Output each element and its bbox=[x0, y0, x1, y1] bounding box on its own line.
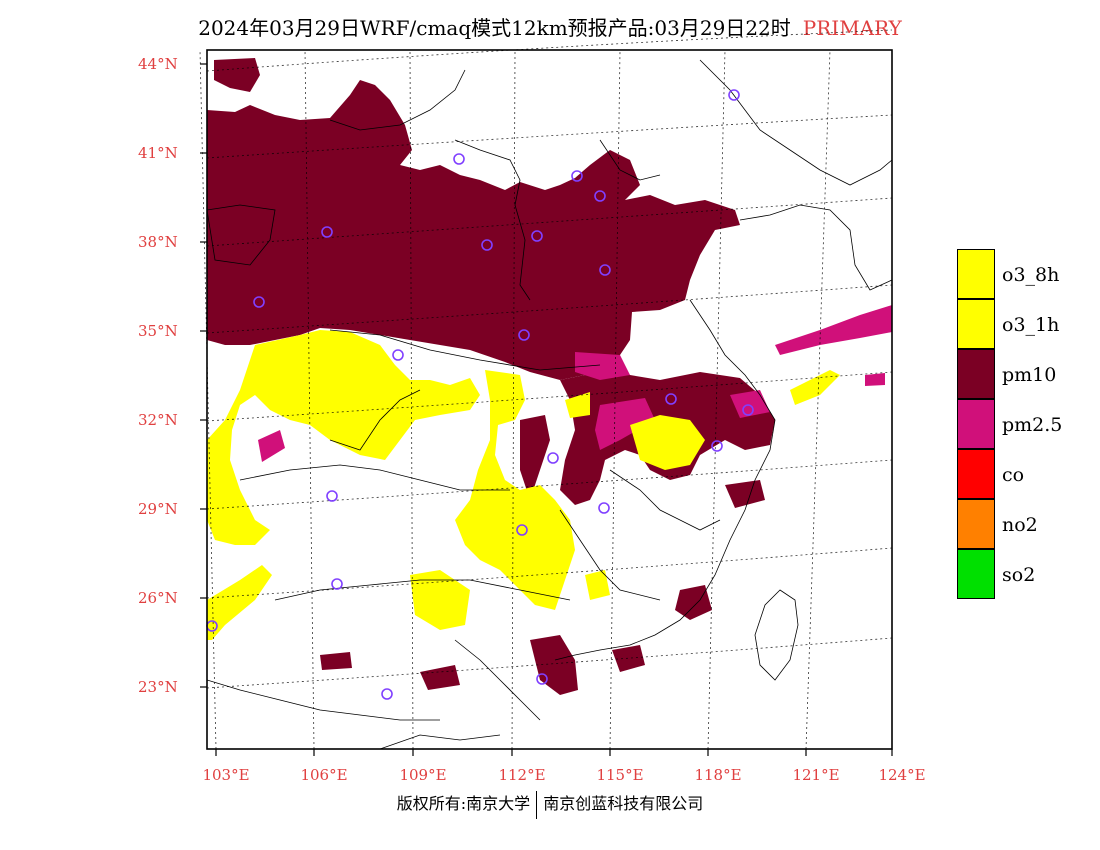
lat-label-44: 44°N bbox=[138, 55, 178, 73]
station-marker bbox=[531, 230, 543, 242]
o3-region-fj bbox=[585, 570, 610, 600]
station-marker bbox=[547, 452, 559, 464]
station-marker bbox=[392, 349, 404, 361]
station-marker bbox=[331, 578, 343, 590]
copyright-left: 版权所有:南京大学 bbox=[396, 794, 531, 813]
map-title: 2024年03月29日WRF/cmaq模式12km预报产品:03月29日22时 P… bbox=[0, 12, 1100, 41]
lat-label-41: 41°N bbox=[138, 144, 178, 162]
o3-region-zj bbox=[565, 392, 590, 418]
legend-swatch-no2 bbox=[957, 499, 995, 549]
pm10-region-north bbox=[207, 80, 740, 380]
station-marker bbox=[599, 264, 611, 276]
o3-region-guangxi bbox=[410, 570, 470, 630]
boundaries bbox=[207, 59, 892, 749]
lon-label-121: 121°E bbox=[792, 766, 840, 784]
station-marker bbox=[711, 440, 723, 452]
o3-region-east bbox=[790, 370, 840, 405]
pm10-blob-gx bbox=[420, 665, 460, 690]
legend-label-pm10: pm10 bbox=[1002, 364, 1057, 386]
o3-region-jiangxi bbox=[630, 415, 705, 470]
station-marker bbox=[326, 490, 338, 502]
lon-label-109: 109°E bbox=[399, 766, 447, 784]
legend-swatch-co bbox=[957, 449, 995, 499]
station-marker bbox=[453, 153, 465, 165]
pm25-patch-east bbox=[865, 373, 885, 386]
axis-ticks bbox=[200, 63, 893, 756]
legend-swatch-o3-1h bbox=[957, 299, 995, 349]
copyright-right: 南京创蓝科技有限公司 bbox=[543, 794, 704, 813]
pm10-blob-sw bbox=[320, 652, 352, 670]
legend-label-o3-8h: o3_8h bbox=[1002, 264, 1060, 286]
legend-label-no2: no2 bbox=[1002, 514, 1038, 536]
legend-labels: o3_8h o3_1h pm10 pm2.5 co no2 so2 bbox=[1002, 249, 1062, 599]
station-marker bbox=[742, 404, 754, 416]
station-marker bbox=[381, 688, 393, 700]
pm10-blob-ecoast bbox=[725, 480, 765, 508]
pm10-blob-hunan bbox=[520, 415, 550, 500]
station-marker bbox=[518, 329, 530, 341]
pm10-blob-nw bbox=[214, 58, 260, 92]
copyright-footer: 版权所有:南京大学 南京创蓝科技有限公司 bbox=[0, 790, 1100, 819]
legend-swatch-pm25 bbox=[957, 399, 995, 449]
lon-label-124: 124°E bbox=[878, 766, 926, 784]
station-marker bbox=[481, 239, 493, 251]
legend-swatches bbox=[957, 249, 995, 599]
station-marker bbox=[598, 502, 610, 514]
pm25-patch-anhui bbox=[595, 398, 655, 450]
lon-label-106: 106°E bbox=[300, 766, 348, 784]
lon-label-103: 103°E bbox=[202, 766, 250, 784]
legend-swatch-pm10 bbox=[957, 349, 995, 399]
pm10-blob-gd bbox=[612, 645, 645, 672]
pm25-band-sea bbox=[775, 305, 892, 355]
o3-region-west bbox=[207, 330, 480, 545]
station-marker bbox=[253, 296, 265, 308]
legend-label-so2: so2 bbox=[1002, 564, 1036, 586]
lon-label-112: 112°E bbox=[498, 766, 546, 784]
lon-label-115: 115°E bbox=[596, 766, 644, 784]
pm10-blob-south bbox=[530, 635, 578, 695]
legend-swatch-so2 bbox=[957, 549, 995, 599]
graticule bbox=[199, 29, 893, 750]
lat-label-32: 32°N bbox=[138, 411, 178, 429]
station-markers bbox=[206, 89, 754, 700]
lat-label-26: 26°N bbox=[138, 589, 178, 607]
legend-label-co: co bbox=[1002, 464, 1025, 486]
o3-region-hunan bbox=[455, 370, 575, 610]
pm10-blob-fujian bbox=[675, 585, 712, 620]
station-marker bbox=[516, 524, 528, 536]
legend-swatch-o3-8h bbox=[957, 249, 995, 299]
station-marker bbox=[321, 226, 333, 238]
lat-label-23: 23°N bbox=[138, 678, 178, 696]
footer-divider bbox=[536, 790, 538, 819]
station-marker bbox=[728, 89, 740, 101]
lat-label-35: 35°N bbox=[138, 322, 178, 340]
station-marker bbox=[594, 190, 606, 202]
station-marker bbox=[571, 170, 583, 182]
station-marker bbox=[665, 393, 677, 405]
pm25-patch-sc bbox=[258, 430, 285, 462]
legend-label-pm25: pm2.5 bbox=[1002, 414, 1063, 436]
lat-label-29: 29°N bbox=[138, 500, 178, 518]
title-text: 2024年03月29日WRF/cmaq模式12km预报产品:03月29日22时 bbox=[198, 16, 791, 40]
map-frame bbox=[206, 49, 893, 750]
legend-label-o3-1h: o3_1h bbox=[1002, 314, 1060, 336]
title-tag: PRIMARY bbox=[802, 16, 902, 40]
lat-label-38: 38°N bbox=[138, 233, 178, 251]
o3-region-yn bbox=[207, 565, 272, 640]
pm25-patch-central bbox=[575, 352, 630, 380]
station-marker bbox=[536, 673, 548, 685]
lon-label-118: 118°E bbox=[694, 766, 742, 784]
pm25-patch-yangtze bbox=[730, 390, 770, 418]
